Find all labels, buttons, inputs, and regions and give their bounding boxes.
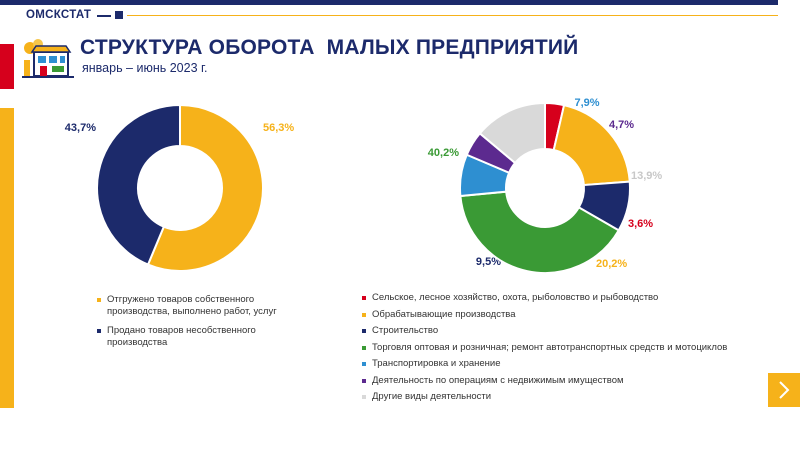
legend-marker <box>362 395 366 399</box>
legend-marker <box>362 329 366 333</box>
legend-marker <box>362 345 366 350</box>
brand-square <box>115 11 123 19</box>
left-accent-red <box>0 44 14 89</box>
chart2-value-label-5: 7,9% <box>574 97 599 109</box>
legend-label: Другие виды деятельности <box>372 391 492 402</box>
chart2-slice-2 <box>552 103 631 187</box>
chart1-value-label-1: 56,3% <box>263 122 294 134</box>
legend2-item-7: Другие виды деятельности <box>362 391 782 408</box>
legend-label: Торговля оптовая и розничная; ремонт авт… <box>372 341 728 353</box>
legend-label: Строительство <box>372 325 439 336</box>
chart2-value-label-1: 3,6% <box>628 218 653 230</box>
chart2-value-label-3: 9,5% <box>476 256 501 268</box>
legend-marker <box>97 329 101 333</box>
legend-marker <box>362 312 366 317</box>
legend-left: Отгружено товаров собственного производс… <box>97 294 317 356</box>
legend-right: Сельское, лесное хозяйство, охота, рыбол… <box>362 292 782 408</box>
legend2-item-2: Обрабатывающие производства <box>362 309 782 326</box>
brand-dash <box>97 15 111 17</box>
legend2-item-3: Строительство <box>362 325 782 342</box>
brand-name: ОМСКСТАТ <box>26 9 92 21</box>
legend-marker <box>97 298 101 302</box>
legend-marker <box>362 378 366 383</box>
legend1-item-1: Отгружено товаров собственного производс… <box>97 294 317 318</box>
page-title: СТРУКТУРА ОБОРОТА МАЛЫХ ПРЕДПРИЯТИЙ <box>80 36 579 59</box>
legend-marker <box>362 296 366 300</box>
chart2-value-label-6: 4,7% <box>609 119 634 131</box>
chart1-slice-1 <box>146 103 264 272</box>
legend-label: Сельское, лесное хозяйство, охота, рыбол… <box>372 292 659 303</box>
chart2-value-label-7: 13,9% <box>631 170 662 182</box>
legend-label: Продано товаров несобственного производс… <box>107 325 256 348</box>
chart1-value-label-2: 43,7% <box>65 122 96 134</box>
page-subtitle: январь – июнь 2023 г. <box>82 61 208 75</box>
chart2-slice-7 <box>478 101 546 165</box>
legend-label: Обрабатывающие производства <box>372 308 516 320</box>
next-slide-button[interactable] <box>768 373 800 407</box>
top-bar <box>0 0 778 5</box>
legend2-item-6: Деятельность по операциям с недвижимым и… <box>362 375 782 392</box>
shop-building-icon <box>22 39 74 78</box>
chart2-slice-4 <box>459 190 621 274</box>
legend2-item-5: Транспортировка и хранение <box>362 358 782 375</box>
brand-line <box>127 15 778 16</box>
legend-marker <box>362 362 366 366</box>
legend2-item-4: Торговля оптовая и розничная; ремонт авт… <box>362 342 782 359</box>
chevron-right-icon <box>779 381 790 399</box>
chart2-value-label-4: 40,2% <box>428 147 459 159</box>
legend-label: Деятельность по операциям с недвижимым и… <box>372 374 624 386</box>
chart2-value-label-2: 20,2% <box>596 258 627 270</box>
left-accent-yellow <box>0 108 14 408</box>
legend-label: Отгружено товаров собственного производс… <box>107 294 277 317</box>
legend-label: Транспортировка и хранение <box>372 358 501 369</box>
legend1-item-2: Продано товаров несобственного производс… <box>97 325 317 349</box>
chart1-slice-2 <box>96 103 181 266</box>
legend2-item-1: Сельское, лесное хозяйство, охота, рыбол… <box>362 292 782 309</box>
